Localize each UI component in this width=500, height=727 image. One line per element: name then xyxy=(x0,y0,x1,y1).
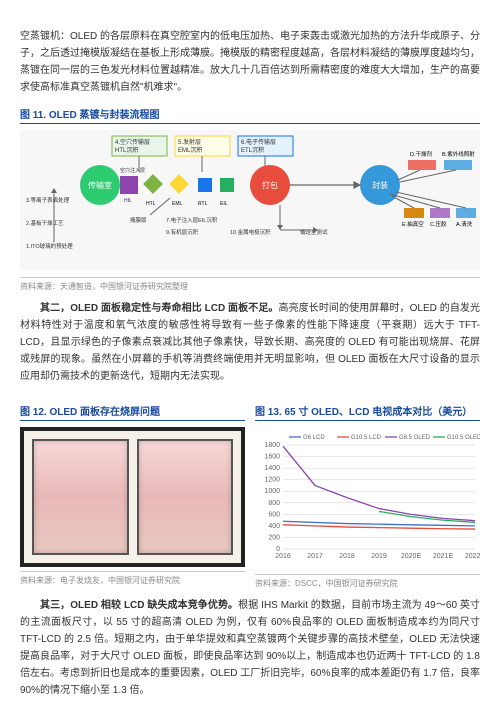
svg-text:2021E: 2021E xyxy=(433,553,454,560)
svg-text:E.抽真空: E.抽真空 xyxy=(402,220,424,228)
burned-panel-left xyxy=(32,439,129,555)
para3-lead: 其三，OLED 相较 LCD 缺失成本竞争优势。 xyxy=(40,600,238,611)
svg-text:HTL: HTL xyxy=(146,201,156,207)
para3-body: 根据 IHS Markit 的数据，目前市场主流为 49～60 英寸的主流面板尺… xyxy=(20,600,480,696)
svg-text:1800: 1800 xyxy=(264,442,280,449)
svg-text:C.压胶: C.压胶 xyxy=(430,220,447,228)
svg-text:2017: 2017 xyxy=(307,553,323,560)
svg-text:RTL: RTL xyxy=(198,201,208,207)
paragraph-2: 其二，OLED 面板稳定性与寿命相比 LCD 面板不足。高亮度长时间的使用屏幕时… xyxy=(20,300,480,385)
svg-text:2020E: 2020E xyxy=(401,553,422,560)
figure-13-chart: 0 200 400 600 800 1000 1200 1400 1600 1800 2016 201… xyxy=(255,427,480,567)
paragraph-3: 其三，OLED 相较 LCD 缺失成本竞争优势。根据 IHS Markit 的数… xyxy=(20,597,480,699)
svg-text:2016: 2016 xyxy=(275,553,291,560)
svg-text:2.基板干燥工艺: 2.基板干燥工艺 xyxy=(26,219,64,227)
svg-text:1.ITO玻璃的预处理: 1.ITO玻璃的预处理 xyxy=(26,242,73,250)
figure-12-title: 图 12. OLED 面板存在烧屏问题 xyxy=(20,403,245,421)
svg-text:G6 LCD: G6 LCD xyxy=(303,435,325,441)
svg-text:7.电子注入层EIL沉积: 7.电子注入层EIL沉积 xyxy=(166,216,218,224)
svg-text:400: 400 xyxy=(268,523,280,530)
svg-text:6.电子传输层: 6.电子传输层 xyxy=(241,138,276,146)
figure-11-source: 资料来源：天通智造，中国银河证券研究院整理 xyxy=(20,277,480,292)
svg-text:1000: 1000 xyxy=(264,488,280,495)
svg-text:掩膜版: 掩膜版 xyxy=(130,216,147,224)
svg-text:EML: EML xyxy=(172,201,183,207)
svg-text:600: 600 xyxy=(268,511,280,518)
svg-text:0: 0 xyxy=(276,546,280,553)
burned-panel-right xyxy=(137,439,234,555)
svg-text:10.金属电极沉积: 10.金属电极沉积 xyxy=(230,228,271,236)
svg-text:G8.5 OLED: G8.5 OLED xyxy=(399,435,431,441)
svg-text:2018: 2018 xyxy=(339,553,355,560)
figure-12-photo xyxy=(20,427,245,567)
svg-text:打包: 打包 xyxy=(262,180,278,190)
figure-13-title: 图 13. 65 寸 OLED、LCD 电视成本对比（美元） xyxy=(255,403,480,421)
svg-text:800: 800 xyxy=(268,500,280,507)
svg-text:2019: 2019 xyxy=(371,553,387,560)
svg-text:D.干燥剂: D.干燥剂 xyxy=(410,150,433,158)
svg-text:G10.5 OLED: G10.5 OLED xyxy=(447,435,480,441)
figure-11-flowchart: 4.空穴传输层HTL沉积 5.发射层EML沉积 6.电子传输层ETL沉积 1.I… xyxy=(20,130,480,273)
svg-text:HIL: HIL xyxy=(124,198,132,204)
para2-body: 高亮度长时间的使用屏幕时，OLED 的自发光材料特性对于温度和氧气浓度的敏感性将… xyxy=(20,303,480,382)
svg-text:A.清洗: A.清洗 xyxy=(456,220,473,228)
figure-13-source: 资料来源：DSCC，中国银河证券研究院 xyxy=(255,574,480,589)
svg-text:4.空穴传输层: 4.空穴传输层 xyxy=(115,138,150,146)
svg-text:3.等离子表面处理: 3.等离子表面处理 xyxy=(26,196,70,204)
svg-text:空穴注入层: 空穴注入层 xyxy=(120,167,145,174)
svg-text:200: 200 xyxy=(268,534,280,541)
svg-text:1200: 1200 xyxy=(264,477,280,484)
svg-text:1400: 1400 xyxy=(264,465,280,472)
svg-text:传输室: 传输室 xyxy=(88,180,112,190)
svg-text:EIL: EIL xyxy=(220,201,228,207)
para2-lead: 其二，OLED 面板稳定性与寿命相比 LCD 面板不足。 xyxy=(40,303,279,314)
svg-text:ETL沉积: ETL沉积 xyxy=(241,146,264,154)
svg-text:1600: 1600 xyxy=(264,454,280,461)
paragraph-1: 空蒸镀机：OLED 的各层原料在真空腔室内的低电压加热、电子束轰击或激光加热的方… xyxy=(20,28,480,96)
svg-text:9.有机层沉积: 9.有机层沉积 xyxy=(166,228,199,236)
svg-text:封装: 封装 xyxy=(372,180,388,190)
figure-12-source: 资料来源：电子发烧友，中国银河证券研究院 xyxy=(20,571,245,586)
svg-text:5.发射层: 5.发射层 xyxy=(178,138,201,146)
svg-text:HTL沉积: HTL沉积 xyxy=(115,146,138,154)
svg-text:2022E: 2022E xyxy=(465,553,480,560)
svg-text:G10.5 LCD: G10.5 LCD xyxy=(351,435,382,441)
svg-text:EML沉积: EML沉积 xyxy=(178,146,202,154)
svg-text:B.紫外线照射: B.紫外线照射 xyxy=(442,150,475,158)
figure-11-title: 图 11. OLED 蒸镀与封装流程图 xyxy=(20,106,480,124)
